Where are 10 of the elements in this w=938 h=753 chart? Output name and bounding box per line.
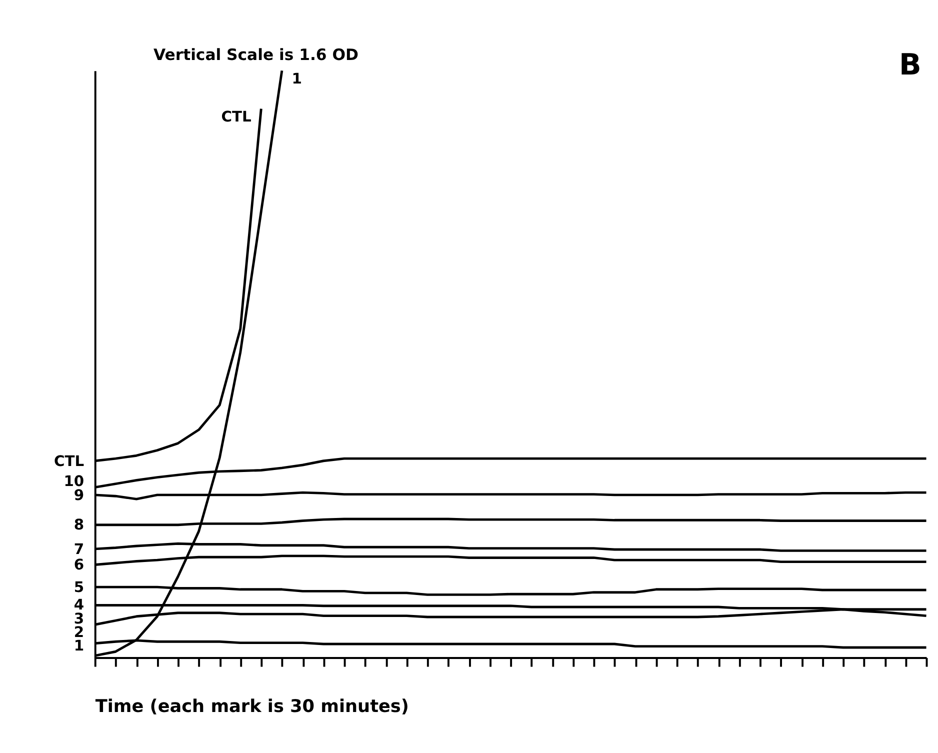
series-label: 1: [292, 70, 302, 88]
series-label: 8: [74, 516, 84, 534]
x-axis-title: Time (each mark is 30 minutes): [95, 696, 409, 717]
series-label: CTL: [221, 108, 252, 126]
series-label: 5: [74, 578, 84, 596]
series-label: 7: [74, 540, 84, 558]
chart-title: Vertical Scale is 1.6 OD: [154, 44, 358, 64]
series-label: 6: [74, 556, 84, 574]
text: CTL: [54, 452, 84, 470]
annotation: B: [899, 48, 922, 82]
